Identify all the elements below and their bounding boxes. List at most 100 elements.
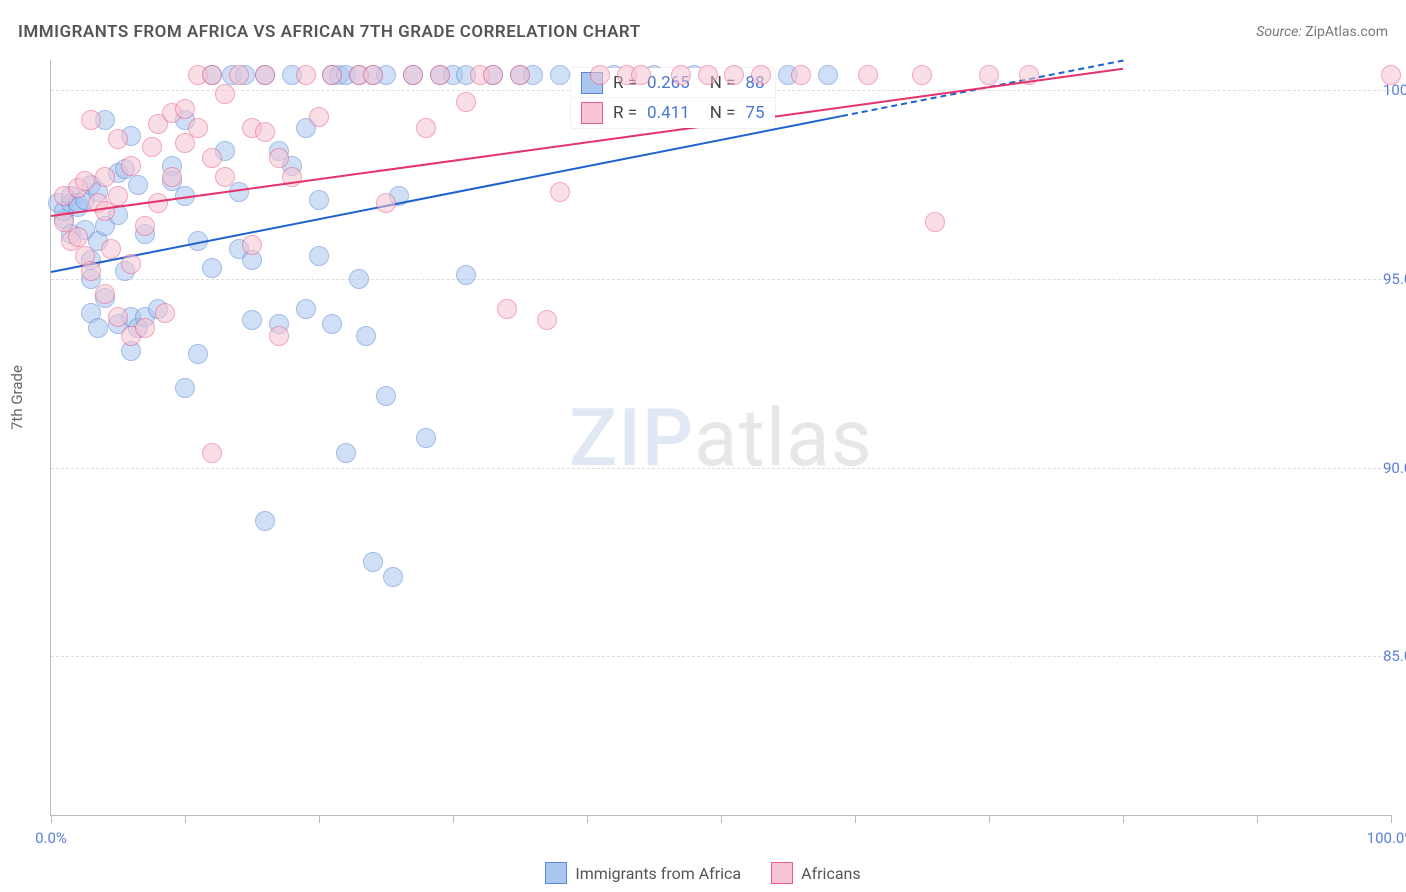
series-swatch-icon xyxy=(581,102,603,124)
data-point xyxy=(550,65,570,85)
data-point xyxy=(456,265,476,285)
data-point xyxy=(416,118,436,138)
data-point xyxy=(269,148,289,168)
chart-container: IMMIGRANTS FROM AFRICA VS AFRICAN 7TH GR… xyxy=(0,0,1406,892)
chart-title: IMMIGRANTS FROM AFRICA VS AFRICAN 7TH GR… xyxy=(18,22,641,42)
data-point xyxy=(356,326,376,346)
data-point xyxy=(148,193,168,213)
data-point xyxy=(242,235,262,255)
data-point xyxy=(1381,65,1401,85)
data-point xyxy=(269,326,289,346)
data-point xyxy=(188,344,208,364)
data-point xyxy=(135,216,155,236)
data-point xyxy=(188,118,208,138)
data-point xyxy=(95,167,115,187)
data-point xyxy=(309,246,329,266)
x-tick xyxy=(721,815,722,823)
data-point xyxy=(537,310,557,330)
r-label: R = xyxy=(613,103,637,123)
data-point xyxy=(912,65,932,85)
data-point xyxy=(309,107,329,127)
data-point xyxy=(430,65,450,85)
data-point xyxy=(336,443,356,463)
legend-item-immigrants: Immigrants from Africa xyxy=(545,862,741,884)
source-value: ZipAtlas.com xyxy=(1305,24,1388,40)
data-point xyxy=(322,314,342,334)
watermark-atlas: atlas xyxy=(694,391,873,485)
data-point xyxy=(95,284,115,304)
data-point xyxy=(671,65,691,85)
y-axis-label: 7th Grade xyxy=(8,365,26,430)
data-point xyxy=(121,156,141,176)
data-point xyxy=(142,137,162,157)
data-point xyxy=(255,122,275,142)
data-point xyxy=(979,65,999,85)
data-point xyxy=(175,99,195,119)
data-point xyxy=(376,193,396,213)
data-point xyxy=(68,227,88,247)
data-point xyxy=(349,269,369,289)
data-point xyxy=(510,65,530,85)
data-point xyxy=(403,65,423,85)
gridline xyxy=(51,656,1391,657)
x-tick xyxy=(453,815,454,823)
data-point xyxy=(376,386,396,406)
data-point xyxy=(202,148,222,168)
y-tick-label: 85.0% xyxy=(1383,647,1406,665)
data-point xyxy=(322,65,342,85)
y-tick-label: 95.0% xyxy=(1383,270,1406,288)
watermark: ZIPatlas xyxy=(569,391,873,485)
data-point xyxy=(108,186,128,206)
data-point xyxy=(128,175,148,195)
legend-swatch-icon xyxy=(771,862,793,884)
data-point xyxy=(255,65,275,85)
data-point xyxy=(416,428,436,448)
stats-box: R =0.411N =75 xyxy=(571,98,775,128)
data-point xyxy=(363,552,383,572)
data-point xyxy=(75,171,95,191)
data-point xyxy=(242,310,262,330)
plot-area: ZIPatlas 85.0%90.0%95.0%100.0%0.0%100.0%… xyxy=(50,60,1391,816)
data-point xyxy=(296,65,316,85)
data-point xyxy=(497,299,517,319)
x-tick-label: 0.0% xyxy=(35,829,67,847)
data-point xyxy=(456,92,476,112)
data-point xyxy=(202,65,222,85)
trend-line xyxy=(51,116,842,274)
data-point xyxy=(296,299,316,319)
data-point xyxy=(255,511,275,531)
legend-swatch-icon xyxy=(545,862,567,884)
data-point xyxy=(101,239,121,259)
x-tick xyxy=(1257,815,1258,823)
x-tick xyxy=(989,815,990,823)
legend-label: Immigrants from Africa xyxy=(575,864,741,883)
data-point xyxy=(81,110,101,130)
data-point xyxy=(229,65,249,85)
x-tick xyxy=(51,815,52,823)
y-tick-label: 90.0% xyxy=(1383,459,1406,477)
r-value: 0.411 xyxy=(647,103,690,123)
data-point xyxy=(698,65,718,85)
legend: Immigrants from Africa Africans xyxy=(0,862,1406,884)
data-point xyxy=(483,65,503,85)
data-point xyxy=(135,318,155,338)
data-point xyxy=(550,182,570,202)
data-point xyxy=(215,167,235,187)
x-tick xyxy=(319,815,320,823)
data-point xyxy=(108,307,128,327)
legend-item-africans: Africans xyxy=(771,862,860,884)
data-point xyxy=(590,65,610,85)
data-point xyxy=(108,129,128,149)
data-point xyxy=(121,254,141,274)
legend-label: Africans xyxy=(801,864,860,883)
x-tick xyxy=(587,815,588,823)
data-point xyxy=(363,65,383,85)
data-point xyxy=(724,65,744,85)
x-tick xyxy=(855,815,856,823)
data-point xyxy=(215,84,235,104)
x-tick xyxy=(185,815,186,823)
gridline xyxy=(51,279,1391,280)
data-point xyxy=(383,567,403,587)
x-tick-label: 100.0% xyxy=(1367,829,1406,847)
data-point xyxy=(202,443,222,463)
